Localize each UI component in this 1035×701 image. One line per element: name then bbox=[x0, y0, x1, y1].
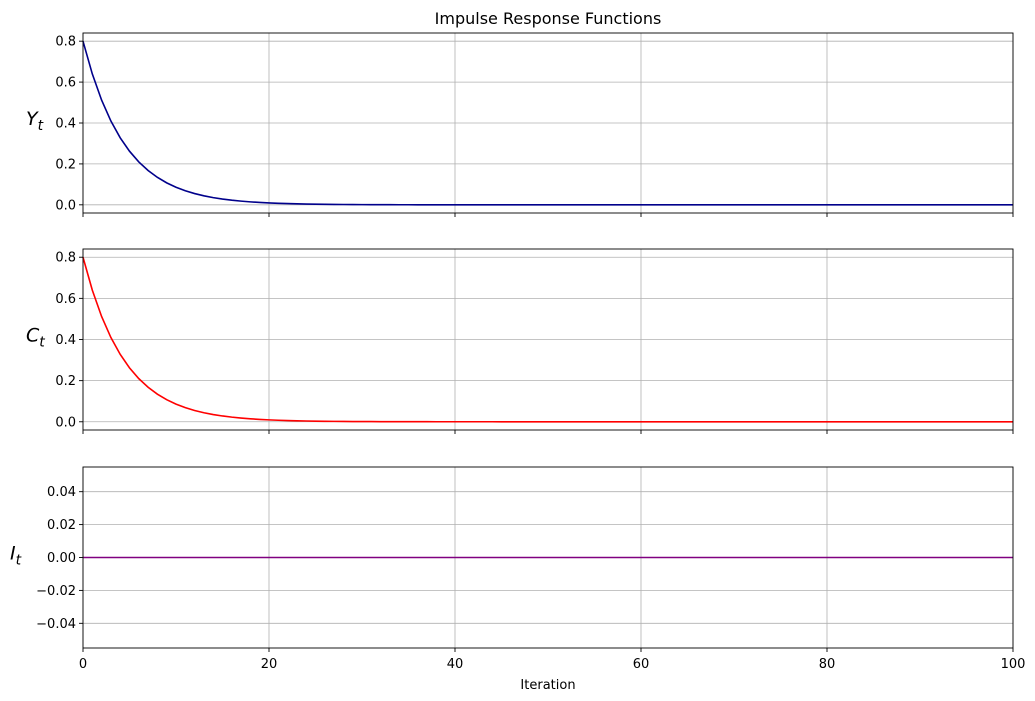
y-tick-label: 0.04 bbox=[47, 485, 76, 500]
subplot-1: 0.0 0.2 0.4 0.6 0.8 Yt Impulse Response Functi… bbox=[26, 9, 1014, 217]
y-axis-label: Yt bbox=[26, 108, 44, 134]
series-line-1-1 bbox=[82, 40, 1013, 206]
x-tick-label: 40 bbox=[447, 657, 464, 672]
y-tick-label: 0.00 bbox=[47, 551, 76, 566]
y-tick-label: 0.8 bbox=[55, 251, 76, 266]
x-tick-label: 20 bbox=[261, 657, 278, 672]
chart-title: Impulse Response Functions bbox=[435, 9, 662, 28]
y-axis-label: Ct bbox=[26, 325, 45, 351]
y-tick-label: 0.2 bbox=[55, 374, 76, 389]
y-axis-label-base: C bbox=[26, 325, 40, 347]
y-tick-label: −0.02 bbox=[36, 584, 76, 599]
subplot-3: −0.04 −0.02 0.00 0.02 0.04 0 20 40 60 80 100 It Iter… bbox=[10, 466, 1026, 693]
y-tick-label: 0.4 bbox=[55, 333, 76, 348]
subplot-2: 0.0 0.2 0.4 0.6 0.8 Ct bbox=[26, 248, 1014, 434]
y-tick-label: 0.4 bbox=[55, 117, 76, 132]
x-tick-label: 100 bbox=[1001, 657, 1026, 672]
y-tick-label: 0.2 bbox=[55, 157, 76, 172]
x-tick-label: 0 bbox=[79, 657, 87, 672]
y-tick-label: −0.04 bbox=[36, 617, 76, 632]
y-axis-label: It bbox=[10, 543, 22, 569]
y-tick-label: 0.8 bbox=[55, 35, 76, 50]
y-tick-label: 0.0 bbox=[55, 415, 76, 430]
y-axis-label-sub: t bbox=[39, 335, 45, 351]
y-tick-label: 0.0 bbox=[55, 198, 76, 213]
series-line-2-1 bbox=[82, 257, 1013, 423]
y-axis-label-base: I bbox=[10, 543, 16, 565]
y-tick-label: 0.6 bbox=[55, 292, 76, 307]
y-axis-label-base: Y bbox=[26, 108, 39, 130]
y-tick-label: 0.6 bbox=[55, 76, 76, 91]
y-tick-label: 0.02 bbox=[47, 518, 76, 533]
y-axis-label-sub: t bbox=[38, 118, 44, 134]
y-axis-label-sub: t bbox=[16, 553, 22, 569]
x-axis-label: Iteration bbox=[520, 678, 575, 693]
x-tick-label: 80 bbox=[819, 657, 836, 672]
x-tick-label: 60 bbox=[633, 657, 650, 672]
